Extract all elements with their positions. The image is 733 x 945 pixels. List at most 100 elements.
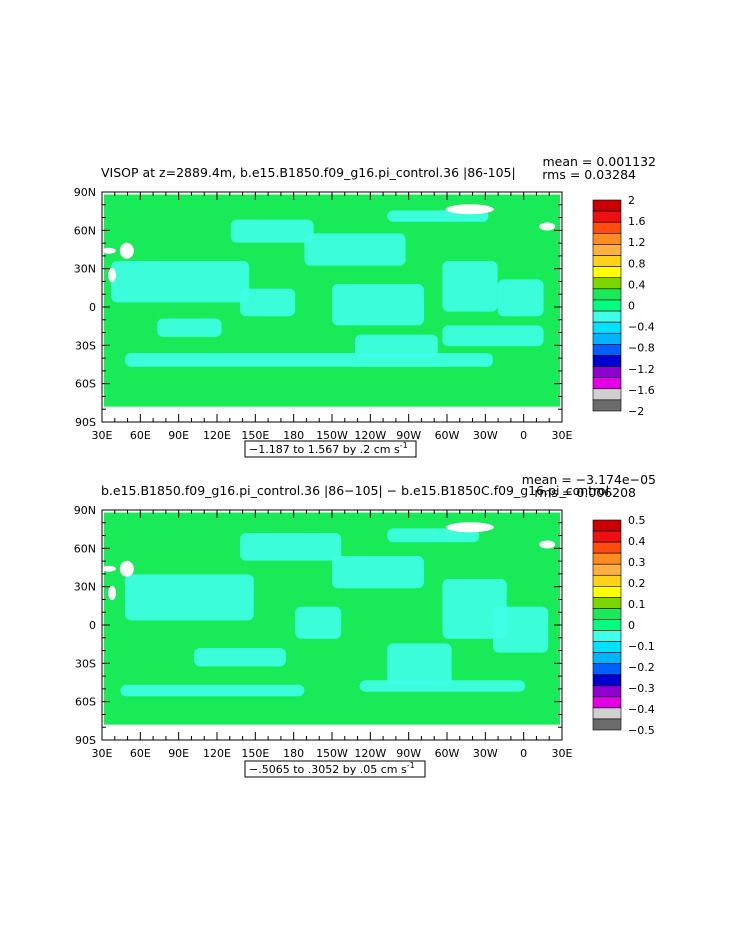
greenland-mask: [446, 204, 494, 215]
colorbar-label: −0.8: [628, 342, 655, 355]
colorbar-swatch: [592, 399, 622, 412]
negative-patch: [125, 353, 493, 367]
colorbar-label: −1.6: [628, 384, 655, 397]
negative-patch: [304, 233, 406, 266]
colorbar-swatch: [592, 233, 622, 245]
black-sea-mask: [101, 565, 116, 572]
colorbar-swatch: [592, 199, 622, 212]
colorbar-swatch: [592, 652, 622, 664]
negative-patch: [230, 219, 314, 243]
greenland-mask: [446, 522, 494, 533]
negative-patch: [442, 325, 544, 347]
caspian-mask: [119, 560, 134, 577]
colorbar-swatch: [592, 541, 622, 554]
colorbar-label: −0.2: [628, 661, 655, 674]
colorbar-label: −0.4: [628, 703, 655, 716]
negative-patch: [442, 261, 498, 312]
lat-label: 0: [89, 619, 96, 632]
plot-title: VISOP at z=2889.4m, b.e15.B1850.f09_g16.…: [101, 165, 516, 180]
colorbar-swatch: [592, 663, 622, 676]
negative-patch: [497, 279, 544, 317]
colorbar-swatch: [592, 377, 622, 390]
lat-label: 30N: [74, 263, 96, 276]
negative-patch: [295, 606, 342, 639]
panel-1: VISOP at z=2889.4m, b.e15.B1850.f09_g16.…: [74, 154, 656, 458]
colorbar-swatch: [592, 707, 622, 720]
baltic-mask: [539, 540, 556, 549]
range-note: −.5065 to .3052 by .05 cm s-1: [249, 761, 415, 776]
colorbar-swatch: [592, 310, 622, 323]
mean-label: mean = −3.174e−05: [522, 472, 656, 487]
lat-label: 30S: [75, 339, 96, 352]
colorbar-swatch: [592, 519, 622, 532]
lon-label: 120E: [203, 747, 231, 760]
colorbar-label: 0.5: [628, 514, 646, 527]
colorbar-label: 0.4: [628, 535, 646, 548]
lon-label: 30E: [92, 747, 113, 760]
colorbar-swatch: [592, 344, 622, 356]
lon-label: 90E: [168, 429, 189, 442]
colorbar-swatch: [592, 332, 622, 345]
lat-label: 30N: [74, 581, 96, 594]
colorbar-swatch: [592, 619, 622, 631]
negative-patch: [359, 680, 526, 692]
lat-label: 60N: [74, 542, 96, 555]
colorbar-swatch: [592, 530, 622, 543]
mean-label: mean = 0.001132: [542, 154, 656, 169]
colorbar: 0.5 0.4 0.3 0.2 0.1 0 −0.1 −0.2 −0.3 −0.4 −0.5: [592, 514, 655, 737]
colorbar-swatch: [592, 586, 622, 598]
negative-patch: [194, 648, 286, 667]
lon-label: 60E: [130, 429, 151, 442]
negative-patch: [125, 574, 254, 621]
colorbar-label: 0.2: [628, 577, 646, 590]
map-field: [101, 192, 562, 422]
lat-label: 90S: [75, 734, 96, 747]
lat-label: 60S: [75, 378, 96, 391]
negative-patch: [111, 261, 250, 303]
lat-label: 60N: [74, 224, 96, 237]
lon-label: 90W: [396, 429, 421, 442]
range-note-box: [244, 440, 417, 458]
lat-label: 90N: [74, 186, 96, 199]
colorbar-swatch: [592, 608, 622, 620]
colorbar-label: 0: [628, 619, 635, 632]
lon-label: 150E: [241, 747, 269, 760]
lon-label: 90W: [396, 747, 421, 760]
lon-label: 60W: [435, 747, 460, 760]
negative-patch: [120, 684, 305, 697]
colorbar-swatch: [592, 355, 622, 367]
colorbar-swatch: [592, 696, 622, 709]
colorbar-swatch: [592, 299, 622, 312]
negative-patch: [387, 643, 452, 685]
negative-patch: [442, 579, 507, 639]
negative-patch: [332, 556, 424, 589]
colorbar-swatch: [592, 221, 622, 234]
map-field: [101, 510, 562, 740]
black-sea-mask: [101, 247, 116, 254]
colorbar-label: 0.3: [628, 556, 646, 569]
plot-title: b.e15.B1850.f09_g16.pi_control.36 |86−10…: [101, 483, 613, 498]
lon-label: 150W: [316, 429, 348, 442]
colorbar-swatch: [592, 597, 622, 609]
colorbar-swatch: [592, 574, 622, 587]
colorbar-label: 0.4: [628, 278, 646, 291]
lon-label: 150W: [316, 747, 348, 760]
lon-label: 180: [283, 429, 304, 442]
lat-label: 30S: [75, 657, 96, 670]
negative-patch: [332, 284, 424, 326]
lon-label: 60E: [130, 747, 151, 760]
colorbar-swatch: [592, 288, 622, 301]
colorbar-label: 0.8: [628, 257, 646, 270]
colorbar-swatch: [592, 685, 622, 698]
colorbar-label: −0.3: [628, 682, 655, 695]
colorbar-label: −0.1: [628, 640, 655, 653]
lon-label: 120W: [354, 747, 386, 760]
lat-label: 60S: [75, 696, 96, 709]
lat-label: 90N: [74, 504, 96, 517]
colorbar-swatch: [592, 210, 622, 223]
lat-label: 90S: [75, 416, 96, 429]
lon-label: 150E: [241, 429, 269, 442]
negative-patch: [493, 606, 549, 653]
colorbar-swatch: [592, 255, 622, 267]
